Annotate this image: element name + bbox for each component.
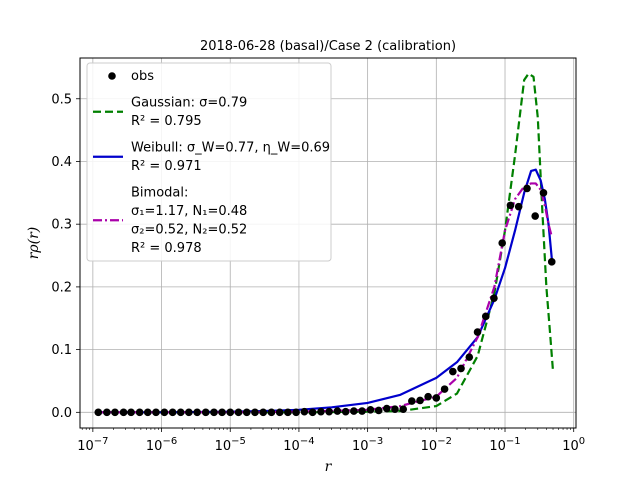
obs-point	[391, 405, 399, 413]
obs-point	[481, 312, 490, 321]
obs-point	[193, 408, 201, 417]
y-tick-label: 0.2	[51, 280, 72, 295]
x-tick-exponent: −6	[162, 436, 177, 447]
obs-point	[350, 407, 358, 415]
obs-point	[358, 407, 366, 415]
obs-point	[119, 408, 128, 417]
obs-point	[333, 407, 342, 415]
obs-point	[201, 408, 210, 417]
obs-point	[341, 407, 350, 416]
x-tick-exponent: −3	[369, 436, 384, 447]
obs-point	[539, 189, 548, 197]
legend: obs Gaussian: σ=0.79 R² = 0.795 Weibull: σ_…	[86, 62, 332, 262]
chart-title: 2018-06-28 (basal)/Case 2 (calibration)	[200, 39, 456, 54]
obs-point	[176, 408, 185, 417]
obs-point	[242, 408, 251, 417]
obs-point	[498, 239, 506, 247]
obs-point	[94, 408, 103, 417]
obs-point	[547, 258, 556, 266]
obs-point	[185, 408, 193, 417]
obs-point	[325, 407, 333, 416]
obs-point	[416, 396, 424, 405]
obs-point	[275, 408, 284, 417]
obs-point	[210, 408, 218, 417]
x-tick-label: 10−5	[215, 436, 246, 454]
obs-point	[317, 407, 325, 416]
obs-point	[251, 408, 259, 417]
obs-point	[465, 353, 474, 361]
obs-point	[267, 408, 276, 417]
obs-point	[127, 408, 135, 417]
obs-point	[374, 406, 383, 415]
legend-label-bimodal: σ₁=1.17, N₁=0.48	[131, 204, 247, 219]
legend-label-weibull: Weibull: σ_W=0.77, η_W=0.69	[131, 141, 330, 156]
obs-point	[490, 294, 498, 302]
obs-point	[506, 201, 515, 210]
obs-point	[234, 408, 243, 417]
obs-point	[103, 408, 111, 417]
obs-point	[143, 408, 152, 417]
obs-point	[135, 408, 144, 417]
legend-label-weibull: R² = 0.971	[131, 159, 202, 174]
legend-marker-obs	[108, 72, 116, 80]
y-tick-label: 0.3	[51, 218, 72, 233]
x-tick-label: 10−3	[352, 436, 383, 454]
x-tick-exponent: −1	[506, 436, 521, 447]
x-tick-exponent: −4	[300, 436, 315, 447]
obs-point	[218, 408, 226, 417]
obs-point	[292, 408, 300, 417]
x-tick-exponent: −5	[231, 436, 246, 447]
x-tick-label: 10−1	[489, 436, 520, 454]
obs-point	[457, 364, 465, 373]
legend-label-gaussian: Gaussian: σ=0.79	[131, 96, 247, 111]
y-tick-label: 0.0	[51, 406, 72, 421]
x-tick-label: 10−2	[421, 436, 452, 454]
legend-label-bimodal: Bimodal:	[131, 186, 188, 201]
legend-label-obs: obs	[131, 69, 154, 84]
axes-frame	[79, 57, 577, 429]
obs-point	[366, 406, 375, 414]
obs-point	[399, 405, 408, 413]
obs-point	[408, 397, 416, 405]
plot-area	[94, 72, 556, 417]
obs-point	[514, 202, 523, 211]
legend-label-gaussian: R² = 0.795	[131, 114, 202, 129]
obs-point	[382, 404, 391, 413]
legend-box	[86, 62, 332, 262]
x-tick-label: 10−6	[146, 436, 177, 454]
y-axis-label: rρ(r)	[26, 227, 42, 260]
obs-point	[473, 328, 482, 336]
obs-point	[424, 392, 432, 401]
obs-point	[226, 408, 235, 417]
obs-point	[111, 408, 119, 417]
x-tick-exponent: −2	[437, 436, 452, 447]
obs-point	[440, 385, 449, 393]
y-tick-label: 0.4	[51, 155, 72, 170]
x-tick-exponent: 0	[579, 436, 585, 447]
y-tick-label: 0.1	[51, 343, 72, 358]
obs-point	[308, 408, 317, 417]
obs-point	[432, 394, 441, 402]
obs-point	[523, 184, 531, 193]
y-tick-label: 0.5	[51, 92, 72, 107]
obs-point	[531, 212, 539, 220]
x-tick-label: 10−4	[283, 436, 314, 454]
x-axis-label: r	[325, 459, 333, 475]
obs-point	[152, 408, 160, 417]
obs-point	[259, 408, 268, 417]
legend-label-bimodal: R² = 0.978	[131, 241, 202, 256]
x-tick-exponent: −7	[94, 436, 109, 447]
x-tick-label: 100	[562, 436, 585, 454]
obs-point	[449, 367, 457, 376]
obs-point	[284, 408, 292, 417]
x-tick-label: 10−7	[77, 436, 108, 454]
legend-label-bimodal: σ₂=0.52, N₂=0.52	[131, 223, 247, 238]
obs-point	[300, 407, 309, 416]
obs-point	[168, 408, 177, 417]
obs-point	[160, 408, 169, 417]
